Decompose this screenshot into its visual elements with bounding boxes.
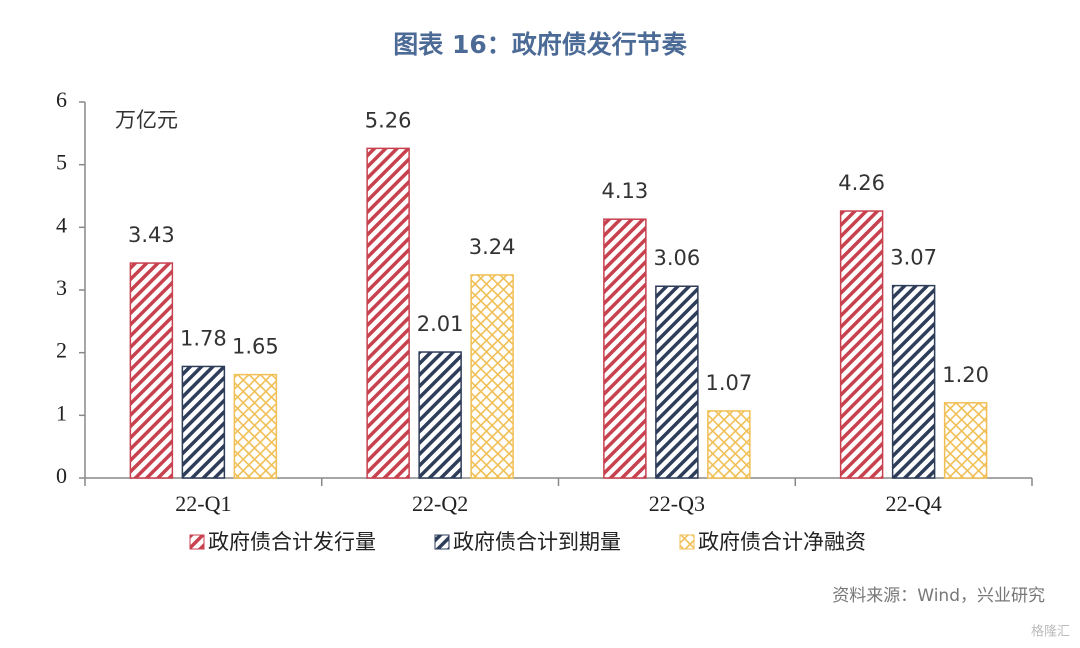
bar [943, 402, 988, 479]
bar [891, 284, 936, 479]
chart-title: 图表 16：政府债发行节奏 [393, 30, 687, 59]
legend-swatch [679, 534, 695, 550]
y-tick-label: 2 [56, 338, 67, 363]
legend-label: 政府债合计发行量 [208, 530, 376, 554]
value-label: 3.24 [469, 235, 516, 259]
bar [707, 410, 751, 479]
bar [603, 218, 647, 479]
bar [470, 274, 514, 479]
legend-label: 政府债合计到期量 [453, 530, 621, 554]
value-label: 2.01 [417, 312, 464, 336]
bar [129, 262, 174, 479]
value-label: 4.26 [838, 171, 885, 195]
value-label: 4.13 [601, 179, 648, 203]
bar [366, 147, 410, 479]
legend-swatch [189, 534, 205, 550]
value-label: 3.06 [653, 246, 700, 270]
y-tick-label: 0 [56, 463, 67, 488]
bar [181, 365, 226, 479]
value-label: 3.07 [890, 246, 937, 270]
legend-label: 政府债合计净融资 [698, 530, 866, 554]
bar [655, 285, 699, 479]
y-tick-label: 4 [56, 212, 67, 237]
bar [418, 351, 462, 479]
x-tick-label: 22-Q1 [175, 491, 231, 516]
bar [233, 373, 278, 479]
source-note: 资料来源：Wind，兴业研究 [832, 586, 1045, 606]
watermark: 格隆汇 [1031, 624, 1070, 640]
value-label: 3.43 [128, 223, 175, 247]
x-tick-label: 22-Q4 [886, 491, 942, 516]
value-label: 1.65 [232, 335, 279, 359]
value-label: 5.26 [365, 108, 412, 132]
value-label: 1.78 [180, 326, 227, 350]
unit-label: 万亿元 [115, 108, 178, 132]
legend-swatch [434, 534, 450, 550]
x-tick-label: 22-Q3 [649, 491, 705, 516]
y-tick-label: 1 [56, 400, 67, 425]
value-label: 1.07 [705, 371, 752, 395]
value-label: 1.20 [942, 363, 989, 387]
y-tick-label: 3 [56, 275, 67, 300]
y-tick-label: 5 [56, 150, 67, 175]
x-tick-label: 22-Q2 [412, 491, 468, 516]
y-tick-label: 6 [56, 87, 67, 112]
bar [839, 210, 884, 479]
